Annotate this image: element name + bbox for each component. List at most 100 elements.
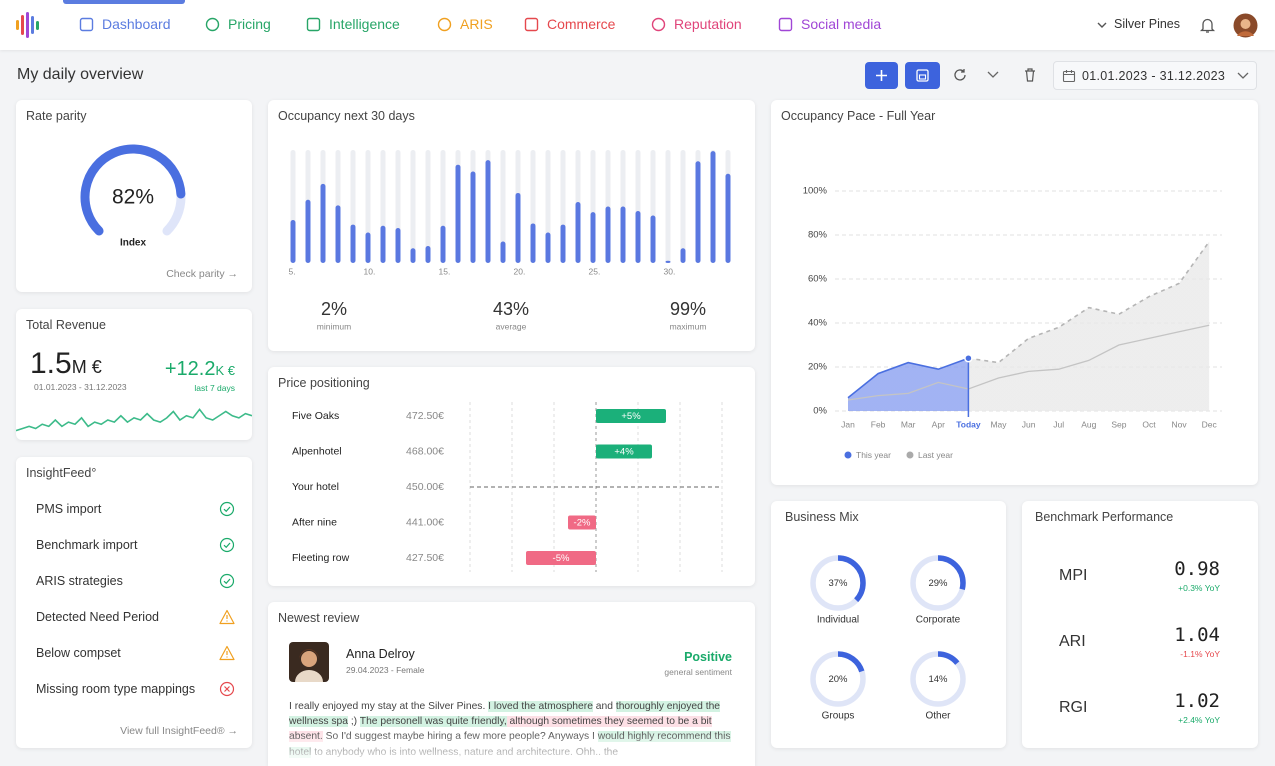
competitor-price: 441.00€ bbox=[406, 516, 444, 528]
today-point bbox=[964, 353, 973, 363]
bar bbox=[650, 215, 656, 263]
sparkline bbox=[16, 408, 252, 432]
revenue-period: 01.01.2023 - 31.12.2023 bbox=[34, 382, 127, 392]
amount: 1.5 bbox=[30, 347, 72, 380]
nav-item[interactable]: Social media bbox=[778, 16, 881, 32]
icon-shape bbox=[524, 17, 539, 31]
x-tick-label: 15. bbox=[439, 266, 451, 276]
bar-track bbox=[680, 150, 686, 263]
reviewer-name: Anna Delroy bbox=[346, 647, 415, 661]
nav-item[interactable]: Intelligence bbox=[306, 16, 400, 32]
x-tick-label: 10. bbox=[364, 266, 376, 276]
x-tick-label: Mar bbox=[901, 419, 916, 429]
last-year-line bbox=[847, 324, 1210, 401]
card-title: Occupancy Pace - Full Year bbox=[781, 109, 936, 123]
stat-value: 2% bbox=[321, 299, 347, 319]
nav-item[interactable]: Dashboard bbox=[79, 16, 171, 32]
donut-value: 20% bbox=[828, 674, 848, 685]
y-tick-label: 40% bbox=[808, 318, 828, 329]
check-parity-link[interactable]: Check parity → bbox=[166, 268, 238, 280]
x-tick-label: 25. bbox=[589, 266, 601, 276]
card-title: Price positioning bbox=[278, 376, 370, 390]
add-button[interactable] bbox=[865, 62, 898, 89]
x-tick-label: 5. bbox=[289, 266, 296, 276]
bar bbox=[635, 211, 641, 263]
bar bbox=[620, 206, 626, 263]
hotel-chevron[interactable] bbox=[1096, 19, 1108, 31]
status-icon bbox=[219, 645, 235, 661]
nav-icon bbox=[205, 17, 220, 31]
bar bbox=[380, 225, 386, 263]
error-x bbox=[224, 686, 230, 692]
this-year-area bbox=[848, 241, 1210, 411]
kpi-change: -1.1% YoY bbox=[1180, 649, 1220, 659]
legend-label: Last year bbox=[918, 450, 953, 460]
notifications[interactable] bbox=[1199, 16, 1216, 34]
insight-feed-link[interactable]: View full InsightFeed® → bbox=[120, 725, 238, 737]
nav-item[interactable]: Commerce bbox=[524, 16, 615, 32]
benchmark-card: Benchmark Performance MPI 0.98 +0.3% YoY AR… bbox=[1022, 501, 1258, 748]
status-icon bbox=[219, 501, 235, 517]
bar bbox=[335, 205, 341, 263]
competitor-name: Fleeting row bbox=[292, 552, 350, 564]
nav-label: Dashboard bbox=[102, 16, 171, 32]
x-tick-label: Apr bbox=[932, 419, 945, 429]
review-segment: ;) bbox=[347, 716, 360, 728]
bar-track bbox=[410, 150, 416, 263]
ok-circle bbox=[219, 537, 235, 553]
kpi-change: +0.3% YoY bbox=[1178, 583, 1220, 593]
legend-dot bbox=[906, 451, 914, 459]
insight-label: Detected Need Period bbox=[36, 610, 159, 624]
bar-track bbox=[665, 150, 671, 263]
warn-triangle bbox=[219, 609, 235, 625]
insight-label: PMS import bbox=[36, 502, 102, 516]
occupancy-30-card: Occupancy next 30 days 2% minimum 43% av… bbox=[268, 100, 755, 351]
icon-shape bbox=[79, 17, 94, 31]
nav-item[interactable]: Pricing bbox=[205, 16, 271, 32]
x-tick-label: Oct bbox=[1142, 419, 1156, 429]
change-period: last 7 days bbox=[194, 383, 235, 393]
nav-icon bbox=[778, 17, 793, 31]
card-title: Rate parity bbox=[26, 109, 87, 123]
legend-label: This year bbox=[856, 450, 891, 460]
delete-button[interactable] bbox=[1023, 67, 1037, 83]
icon-shape bbox=[437, 17, 452, 31]
bar bbox=[500, 241, 506, 263]
revenue-amount: 1.5M € bbox=[30, 347, 102, 381]
occupancy-pace-card: Occupancy Pace - Full Year 0% 20% 40% 60% 80… bbox=[771, 100, 1258, 485]
donut-value: 37% bbox=[828, 578, 848, 589]
date-range-picker[interactable]: 01.01.2023 - 31.12.2023 bbox=[1053, 61, 1257, 90]
nav-icon bbox=[306, 17, 321, 31]
status-icon bbox=[219, 537, 235, 553]
amount-unit: M € bbox=[71, 357, 102, 377]
change-unit: K € bbox=[215, 363, 235, 378]
save-button[interactable] bbox=[905, 62, 940, 89]
nav-item[interactable]: Reputation bbox=[651, 16, 742, 32]
user-avatar[interactable] bbox=[1233, 13, 1258, 38]
status-icon bbox=[219, 609, 235, 625]
stat-value: 99% bbox=[670, 299, 706, 319]
menu-chevron[interactable] bbox=[986, 69, 1000, 81]
competitor-name: Your hotel bbox=[292, 481, 339, 493]
bar-track bbox=[500, 150, 506, 263]
delta-label: +4% bbox=[614, 447, 634, 458]
nav-item[interactable]: ARIS bbox=[437, 16, 493, 32]
sparkline-line bbox=[16, 408, 252, 432]
ok-check bbox=[223, 578, 231, 585]
legend-dot bbox=[844, 451, 852, 459]
y-tick-label: 0% bbox=[813, 406, 827, 417]
donut-label: Groups bbox=[822, 711, 855, 722]
page-title: My daily overview bbox=[17, 66, 144, 83]
x-tick-label: Feb bbox=[871, 419, 886, 429]
bar bbox=[665, 260, 671, 263]
icon-shape bbox=[205, 17, 220, 31]
review-card: Newest review Anna Delroy 29.04.2023 - F… bbox=[268, 602, 755, 766]
status-icon bbox=[219, 573, 235, 589]
x-tick-label: Jun bbox=[1022, 419, 1036, 429]
competitor-price: 472.50€ bbox=[406, 410, 444, 422]
card-title: Benchmark Performance bbox=[1035, 510, 1174, 524]
hotel-name[interactable]: Silver Pines bbox=[1114, 17, 1180, 31]
bar bbox=[350, 224, 356, 263]
refresh-button[interactable] bbox=[952, 67, 968, 83]
